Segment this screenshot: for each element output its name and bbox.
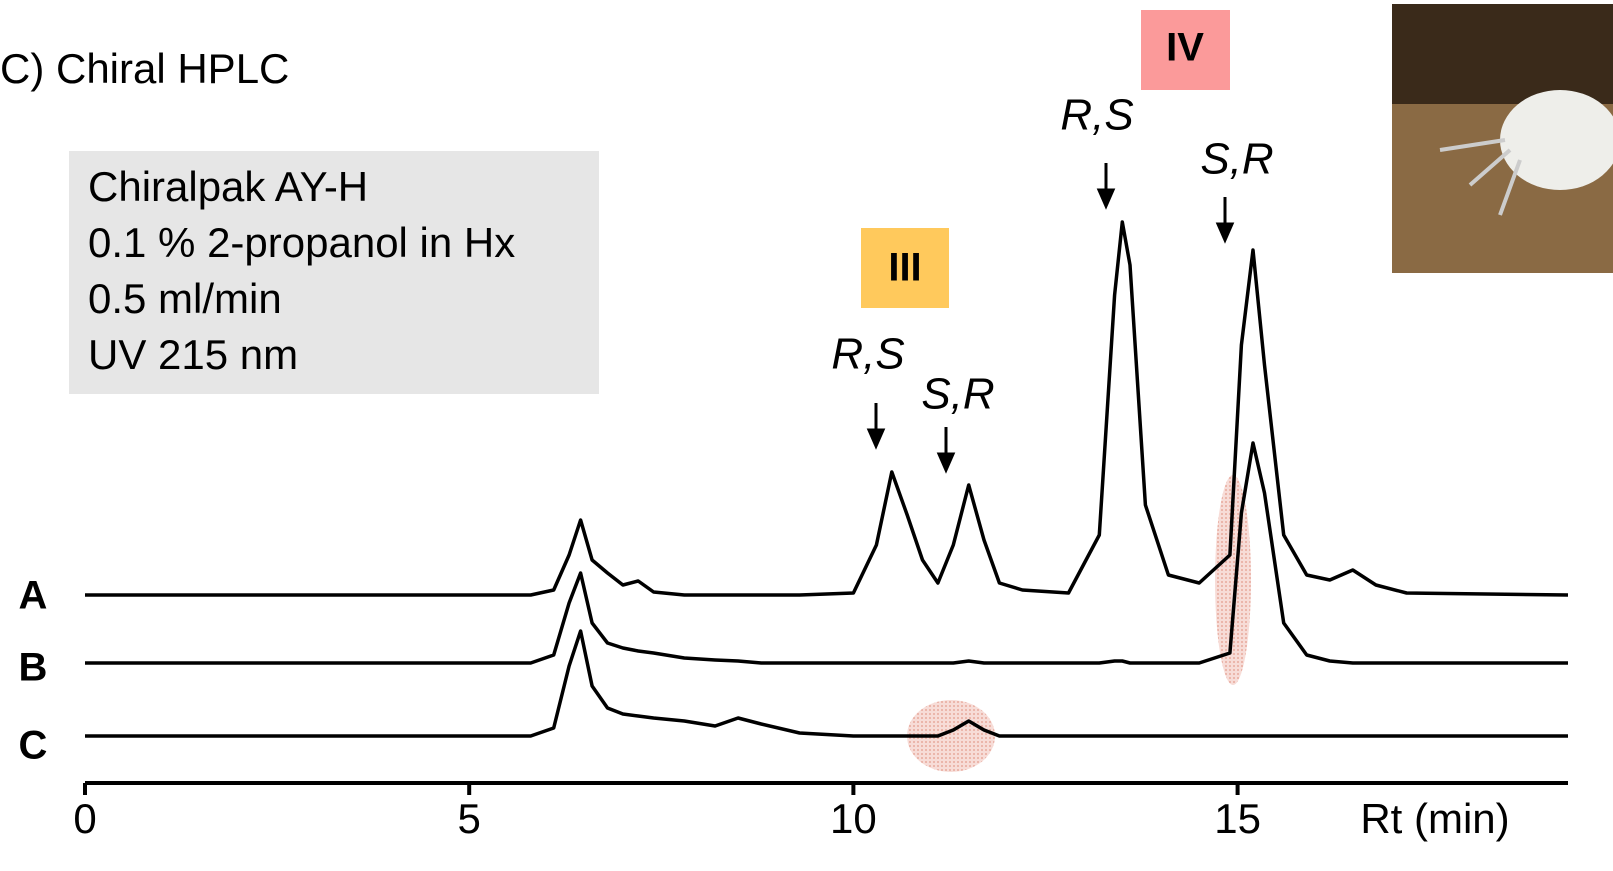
trace-label: A [19, 574, 48, 618]
peak-label: S,R [1200, 135, 1273, 184]
arrows [866, 163, 1235, 474]
compound-label: IV [1166, 26, 1204, 70]
x-tick-label: 10 [830, 795, 877, 842]
info-line: 0.5 ml/min [88, 275, 282, 322]
x-tick-label: 0 [73, 795, 96, 842]
chart-title: C) Chiral HPLC [0, 45, 289, 92]
trace-label: B [19, 646, 48, 690]
info-line: 0.1 % 2-propanol in Hx [88, 219, 515, 266]
peak-label: R,S [1060, 91, 1133, 140]
compound-label: III [888, 246, 921, 290]
compound-box [1141, 10, 1230, 90]
highlight [1215, 475, 1251, 685]
x-tick-label: 5 [458, 795, 481, 842]
info-line: Chiralpak AY-H [88, 163, 368, 210]
highlight [907, 700, 995, 772]
photo [1392, 4, 1613, 273]
x-axis-label: Rt (min) [1360, 795, 1509, 842]
info-box [69, 151, 599, 394]
compound-box [861, 228, 949, 308]
x-tick-label: 15 [1214, 795, 1261, 842]
trace [85, 220, 1569, 597]
peak-label: R,S [831, 330, 904, 379]
trace [85, 441, 1568, 665]
trace-label: C [19, 724, 48, 768]
trace [85, 629, 1568, 738]
info-line: UV 215 nm [88, 331, 298, 378]
peak-label: S,R [921, 370, 994, 419]
